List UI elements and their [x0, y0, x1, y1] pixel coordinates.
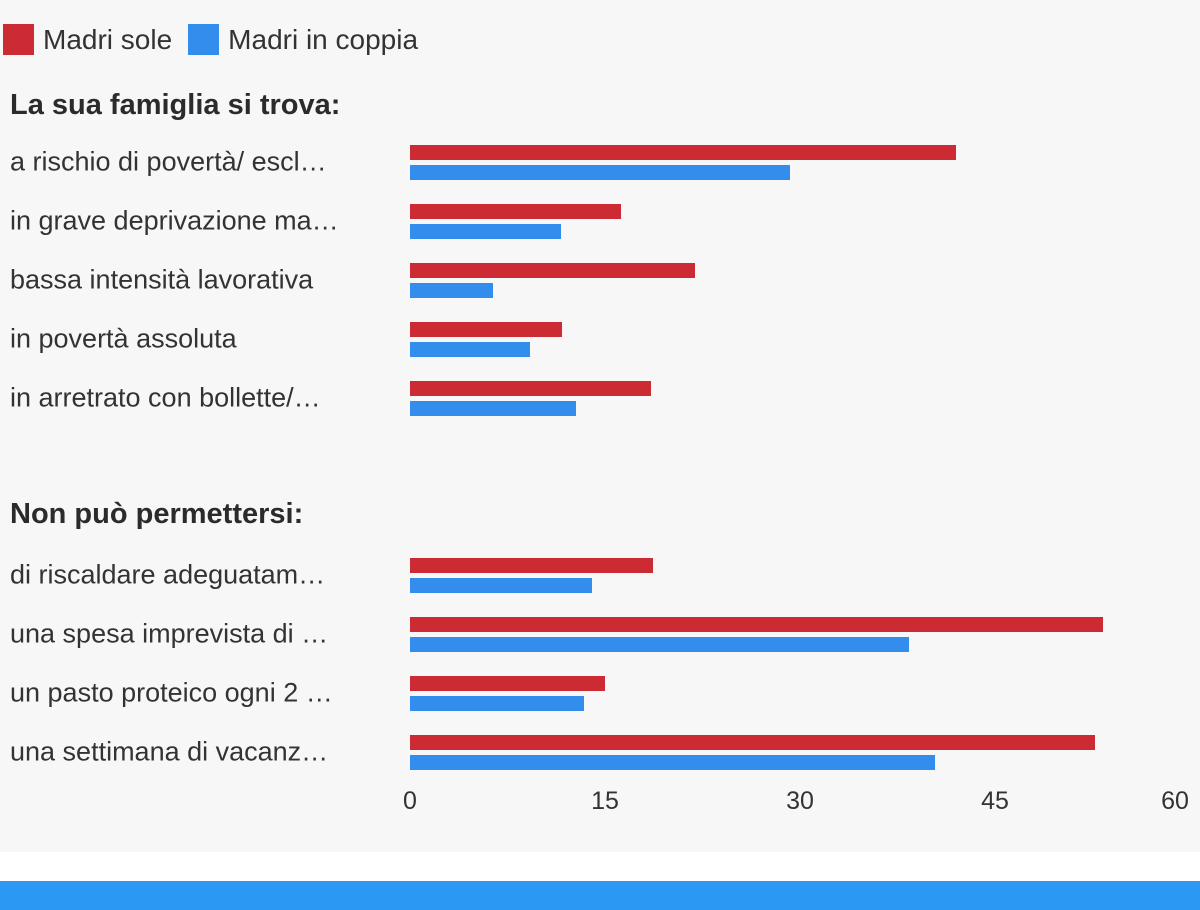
bar-madri-in-coppia	[410, 637, 910, 652]
legend: Madri sole Madri in coppia	[3, 24, 418, 55]
category-label: in povertà assoluta	[10, 323, 237, 354]
bar-madri-in-coppia	[410, 165, 790, 180]
legend-swatch-red	[3, 24, 34, 55]
bar-madri-in-coppia	[410, 755, 936, 770]
x-axis-tick: 0	[403, 787, 417, 815]
chart-row: in grave deprivazione ma…	[0, 204, 1200, 239]
x-axis-tick: 15	[591, 787, 619, 815]
bar-madri-sole	[410, 204, 621, 219]
legend-item-madri-sole: Madri sole	[3, 24, 172, 55]
legend-item-madri-in-coppia: Madri in coppia	[188, 24, 418, 55]
chart-row: un pasto proteico ogni 2 …	[0, 676, 1200, 711]
bar-madri-in-coppia	[410, 283, 494, 298]
bar-madri-in-coppia	[410, 696, 585, 711]
x-axis-tick: 45	[981, 787, 1009, 815]
legend-label: Madri sole	[43, 23, 173, 55]
group-title-famiglia: La sua famiglia si trova:	[10, 89, 341, 121]
bar-madri-sole	[410, 145, 956, 160]
bottom-white-band	[0, 852, 1200, 881]
category-label: bassa intensità lavorativa	[10, 264, 314, 295]
bar-madri-in-coppia	[410, 578, 592, 593]
bar-madri-sole	[410, 381, 651, 396]
bar-madri-in-coppia	[410, 224, 561, 239]
legend-label: Madri in coppia	[228, 23, 419, 55]
bar-madri-sole	[410, 322, 563, 337]
chart-row: bassa intensità lavorativa	[0, 263, 1200, 298]
category-label: una settimana di vacanz…	[10, 736, 329, 767]
chart-row: una spesa imprevista di …	[0, 617, 1200, 652]
x-axis-tick: 30	[786, 787, 814, 815]
chart-row: di riscaldare adeguatam…	[0, 558, 1200, 593]
chart-row: in povertà assoluta	[0, 322, 1200, 357]
group-title-permettersi: Non può permettersi:	[10, 498, 304, 530]
chart-row: una settimana di vacanz…	[0, 735, 1200, 770]
bar-madri-sole	[410, 558, 654, 573]
chart-row: in arretrato con bollette/…	[0, 381, 1200, 416]
category-label: in grave deprivazione ma…	[10, 205, 339, 236]
bar-madri-sole	[410, 676, 605, 691]
bar-madri-sole	[410, 263, 695, 278]
chart-row: a rischio di povertà/ escl…	[0, 145, 1200, 180]
category-label: in arretrato con bollette/…	[10, 382, 321, 413]
bar-madri-sole	[410, 735, 1096, 750]
bar-madri-in-coppia	[410, 342, 530, 357]
x-axis: 0 15 30 45 60	[0, 786, 1200, 816]
x-axis-tick: 60	[1161, 787, 1189, 815]
bar-madri-in-coppia	[410, 401, 577, 416]
category-label: una spesa imprevista di …	[10, 618, 329, 649]
bottom-blue-band	[0, 881, 1200, 910]
category-label: di riscaldare adeguatam…	[10, 559, 326, 590]
category-label: a rischio di povertà/ escl…	[10, 146, 327, 177]
category-label: un pasto proteico ogni 2 …	[10, 677, 333, 708]
bar-madri-sole	[410, 617, 1103, 632]
legend-swatch-blue	[188, 24, 220, 55]
